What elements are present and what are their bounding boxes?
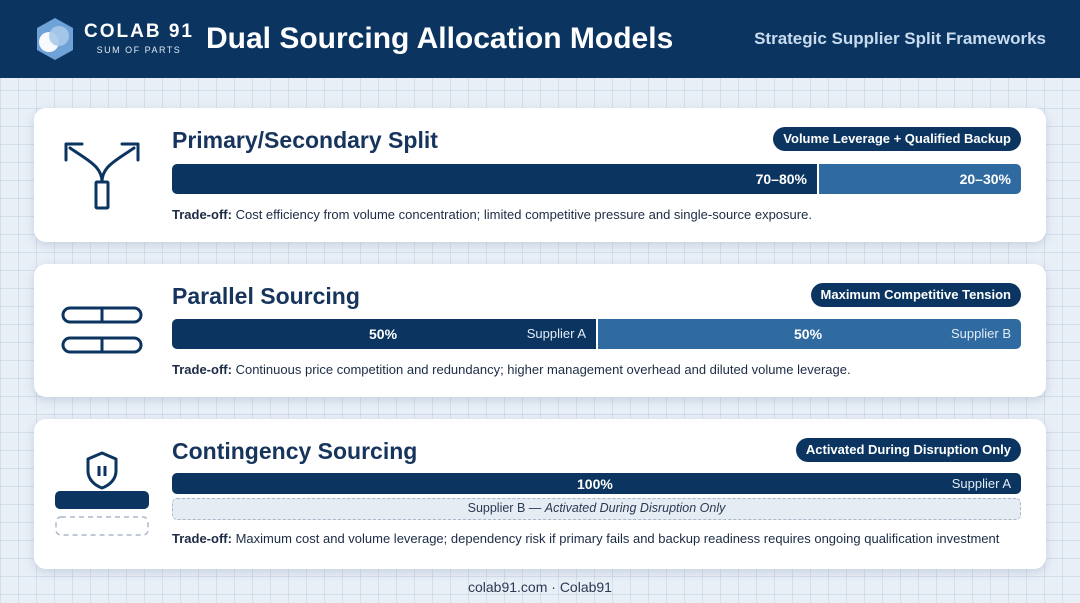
model-title: Parallel Sourcing xyxy=(172,283,360,309)
tradeoff-label: Trade-off: xyxy=(172,531,232,546)
allocation-bar: 50% Supplier A 50% Supplier B xyxy=(172,319,1021,349)
tradeoff-description: Cost efficiency from volume concentratio… xyxy=(235,207,812,222)
brand-tagline: SUM OF PARTS xyxy=(96,45,182,55)
backup-supplier-note: Activated During Disruption Only xyxy=(544,501,726,515)
segment-supplier: Supplier A xyxy=(951,476,1011,491)
page-title: Dual Sourcing Allocation Models xyxy=(206,22,674,55)
model-card-primary-secondary: Primary/Secondary Split Volume Leverage … xyxy=(34,108,1046,242)
brand-name: COLAB 91 xyxy=(84,21,194,42)
allocation-segment-primary: 70–80% xyxy=(172,164,817,194)
brand: COLAB 91 SUM OF PARTS xyxy=(84,22,194,56)
segment-supplier: Supplier B xyxy=(951,326,1011,341)
segment-value: 20–30% xyxy=(959,171,1011,187)
segment-value: 50% xyxy=(794,326,823,342)
segment-value: 70–80% xyxy=(755,171,807,187)
backup-supplier-bar: Supplier B — Activated During Disruption… xyxy=(172,498,1021,520)
tradeoff-text: Trade-off: Cost efficiency from volume c… xyxy=(172,207,812,223)
tradeoff-description: Continuous price competition and redunda… xyxy=(235,362,851,377)
backup-supplier-label: Supplier B — xyxy=(467,501,542,515)
tradeoff-text: Trade-off: Continuous price competition … xyxy=(172,362,851,378)
model-card-contingency: Contingency Sourcing Activated During Di… xyxy=(34,419,1046,569)
footer-credit: colab91.com · Colab91 xyxy=(468,579,612,595)
allocation-segment-supplier-a: 50% Supplier A xyxy=(172,319,596,349)
split-arrows-icon xyxy=(64,142,140,210)
logo-icon xyxy=(37,18,73,60)
model-badge: Volume Leverage + Qualified Backup xyxy=(773,127,1021,151)
segment-value: 50% xyxy=(369,326,398,342)
parallel-bars-icon xyxy=(61,306,143,354)
tradeoff-text: Trade-off: Maximum cost and volume lever… xyxy=(172,531,999,547)
allocation-segment-supplier-b: 50% Supplier B xyxy=(596,319,1021,349)
tradeoff-description: Maximum cost and volume leverage; depend… xyxy=(235,531,1000,546)
allocation-segment-secondary: 20–30% xyxy=(817,164,1021,194)
model-title: Primary/Secondary Split xyxy=(172,127,438,153)
shield-pause-icon xyxy=(55,451,149,536)
model-title: Contingency Sourcing xyxy=(172,438,418,464)
model-badge: Activated During Disruption Only xyxy=(795,438,1021,462)
allocation-bar: 70–80% 20–30% xyxy=(172,164,1021,194)
tradeoff-label: Trade-off: xyxy=(172,207,232,222)
header-banner: COLAB 91 SUM OF PARTS Dual Sourcing Allo… xyxy=(0,0,1080,78)
model-card-parallel: Parallel Sourcing Maximum Competitive Te… xyxy=(34,264,1046,397)
allocation-bar: 100% Supplier A xyxy=(172,473,1021,494)
model-badge: Maximum Competitive Tension xyxy=(810,283,1021,307)
page-subtitle: Strategic Supplier Split Frameworks xyxy=(754,29,1046,48)
segment-supplier: Supplier A xyxy=(526,326,586,341)
tradeoff-label: Trade-off: xyxy=(172,362,232,377)
segment-value: 100% xyxy=(577,476,613,492)
allocation-segment-supplier-a: 100% Supplier A xyxy=(172,473,1021,494)
